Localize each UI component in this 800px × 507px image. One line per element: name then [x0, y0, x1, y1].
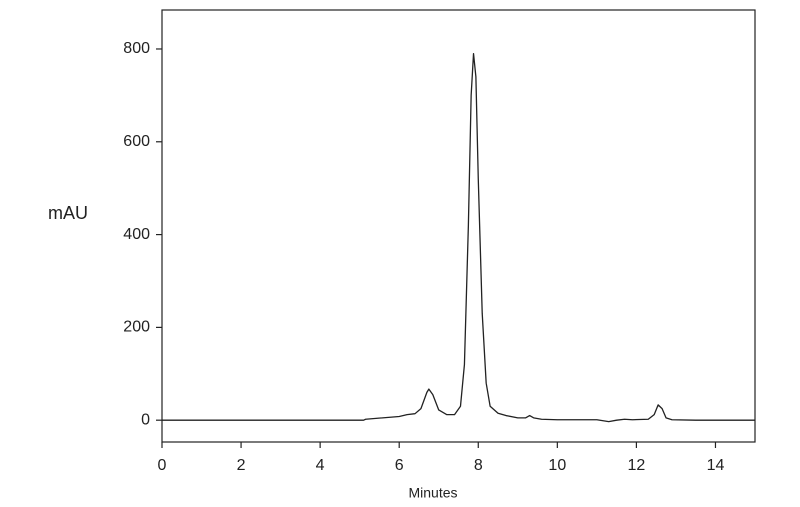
- y-tick-label: 600: [123, 133, 150, 150]
- x-tick-label: 12: [628, 457, 646, 474]
- x-tick-label: 10: [548, 457, 566, 474]
- x-tick-label: 2: [237, 457, 246, 474]
- y-tick-label: 0: [141, 411, 150, 428]
- y-axis-label: mAU: [48, 203, 88, 223]
- plot-frame: [161, 9, 756, 443]
- y-tick-label: 200: [123, 319, 150, 336]
- x-tick-label: 8: [474, 457, 483, 474]
- x-tick-label: 6: [395, 457, 404, 474]
- x-axis-label: Minutes: [408, 485, 457, 501]
- y-tick-label: 400: [123, 226, 150, 243]
- x-tick-label: 4: [316, 457, 325, 474]
- x-tick-label: 0: [158, 457, 167, 474]
- x-tick-label: 14: [707, 457, 725, 474]
- y-tick-label: 800: [123, 40, 150, 57]
- trace: [162, 52, 755, 423]
